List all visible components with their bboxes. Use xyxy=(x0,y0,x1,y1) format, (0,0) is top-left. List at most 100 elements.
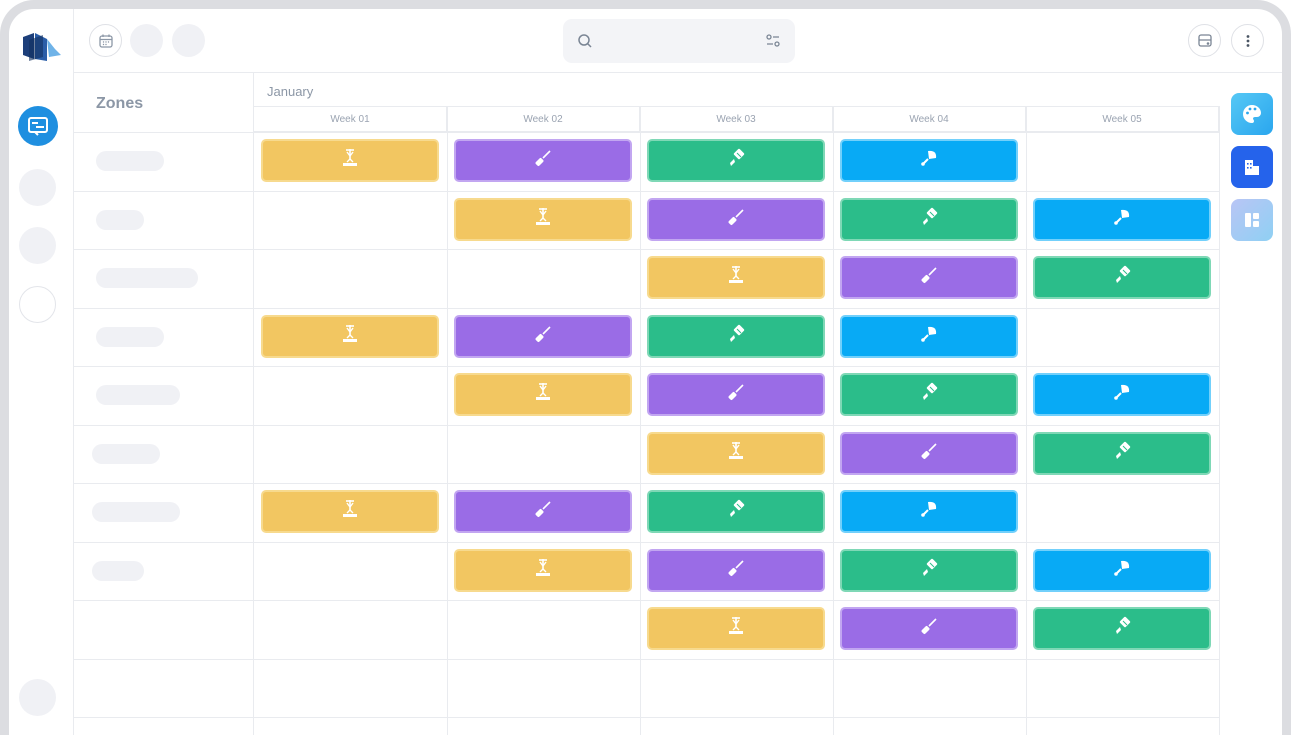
building-icon xyxy=(1245,160,1259,175)
task-bar-purple[interactable] xyxy=(840,607,1018,650)
palette-icon xyxy=(1243,105,1261,123)
week-header: Week 04 xyxy=(833,107,1026,132)
grid-row-divider xyxy=(74,717,1220,718)
left-sidebar xyxy=(9,9,74,735)
week-header: Week 05 xyxy=(1026,107,1219,132)
task-bar-green[interactable] xyxy=(840,548,1018,592)
building-button[interactable] xyxy=(1231,146,1273,188)
grid-row-divider xyxy=(74,366,1220,367)
task-bar-blue[interactable] xyxy=(840,490,1018,533)
task-bar-green[interactable] xyxy=(1033,256,1211,299)
sidebar-nav-button[interactable] xyxy=(19,169,56,206)
trowel-icon xyxy=(918,498,940,525)
export-button[interactable] xyxy=(1188,24,1221,57)
sidebar-planning-button[interactable] xyxy=(18,106,58,146)
crane-icon xyxy=(339,147,361,174)
filter-icon[interactable] xyxy=(765,33,781,49)
task-bar-purple[interactable] xyxy=(454,490,632,533)
task-bar-green[interactable] xyxy=(840,373,1018,416)
zones-column: Zones xyxy=(74,73,254,735)
grid-row-divider xyxy=(74,190,1220,192)
task-bar-yellow[interactable] xyxy=(261,314,439,358)
search-bar[interactable] xyxy=(563,19,795,63)
task-bar-yellow[interactable] xyxy=(647,431,825,475)
zone-label-placeholder[interactable] xyxy=(96,209,144,230)
task-bar-purple[interactable] xyxy=(454,139,632,182)
schedule-grid: Zones January Week 01 Week 02 Week 03 We… xyxy=(74,73,1220,735)
sidebar-nav-button[interactable] xyxy=(19,286,56,323)
grid-column-divider xyxy=(1026,107,1027,735)
task-bar-yellow[interactable] xyxy=(454,197,632,241)
zone-label-placeholder[interactable] xyxy=(92,560,144,581)
paint-brush-icon xyxy=(725,147,747,174)
grid-column-divider xyxy=(1219,107,1220,735)
task-bar-green[interactable] xyxy=(647,314,825,358)
paint-brush-icon xyxy=(1111,615,1133,642)
zone-label-placeholder[interactable] xyxy=(92,502,180,522)
zone-label-placeholder[interactable] xyxy=(96,268,198,288)
task-bar-purple[interactable] xyxy=(840,256,1018,299)
crane-icon xyxy=(532,557,554,584)
task-bar-blue[interactable] xyxy=(1033,197,1211,241)
calendar-button[interactable] xyxy=(89,24,122,57)
task-bar-yellow[interactable] xyxy=(454,548,632,592)
task-bar-blue[interactable] xyxy=(1033,373,1211,416)
zone-label-placeholder[interactable] xyxy=(96,151,164,171)
toolbar-button[interactable] xyxy=(172,24,205,57)
screwdriver-icon xyxy=(918,440,940,467)
week-header-row: Week 01 Week 02 Week 03 Week 04 Week 05 xyxy=(254,107,1220,132)
trowel-icon xyxy=(918,147,940,174)
task-bar-yellow[interactable] xyxy=(454,373,632,416)
task-bar-green[interactable] xyxy=(840,197,1018,241)
task-bar-yellow[interactable] xyxy=(647,607,825,650)
sidebar-nav-button[interactable] xyxy=(19,227,56,264)
week-header: Week 03 xyxy=(640,107,833,132)
crane-icon xyxy=(725,615,747,642)
task-bar-green[interactable] xyxy=(1033,431,1211,475)
toolbar-button[interactable] xyxy=(130,24,163,57)
grid-row-divider xyxy=(74,658,1220,660)
month-header: January xyxy=(254,73,1220,107)
crane-icon xyxy=(725,264,747,291)
crane-icon xyxy=(339,323,361,350)
task-bar-purple[interactable] xyxy=(647,197,825,241)
layout-button[interactable] xyxy=(1231,199,1273,241)
paint-brush-icon xyxy=(1111,440,1133,467)
grid-row-divider xyxy=(74,600,1220,601)
task-bar-green[interactable] xyxy=(1033,607,1211,650)
screwdriver-icon xyxy=(532,498,554,525)
task-bar-purple[interactable] xyxy=(840,431,1018,475)
task-bar-green[interactable] xyxy=(647,490,825,533)
zone-label-placeholder[interactable] xyxy=(96,326,164,347)
task-bar-blue[interactable] xyxy=(1033,548,1211,592)
zone-label-placeholder[interactable] xyxy=(96,385,180,405)
screwdriver-icon xyxy=(725,381,747,408)
paint-brush-icon xyxy=(918,381,940,408)
export-icon xyxy=(1197,33,1212,47)
task-bar-purple[interactable] xyxy=(647,548,825,592)
paint-brush-icon xyxy=(725,498,747,525)
task-bar-yellow[interactable] xyxy=(647,256,825,299)
screwdriver-icon xyxy=(725,206,747,233)
zone-label-placeholder[interactable] xyxy=(92,443,160,464)
month-label: January xyxy=(267,84,314,99)
task-bar-blue[interactable] xyxy=(840,314,1018,358)
calendar-icon xyxy=(98,34,113,48)
task-bar-green[interactable] xyxy=(647,139,825,182)
grid-row-divider xyxy=(74,132,1220,133)
palette-button[interactable] xyxy=(1231,93,1273,135)
paint-brush-icon xyxy=(725,323,747,350)
trowel-icon xyxy=(918,323,940,350)
screwdriver-icon xyxy=(918,615,940,642)
task-bar-blue[interactable] xyxy=(840,139,1018,182)
layout-icon xyxy=(1245,213,1259,227)
task-bar-yellow[interactable] xyxy=(261,490,439,533)
grid-row-divider xyxy=(74,249,1220,250)
more-options-button[interactable] xyxy=(1231,24,1264,57)
task-bar-purple[interactable] xyxy=(647,373,825,416)
task-bar-purple[interactable] xyxy=(454,314,632,358)
task-bar-yellow[interactable] xyxy=(261,139,439,182)
grid-row-divider xyxy=(74,307,1220,309)
sidebar-profile-button[interactable] xyxy=(19,679,56,716)
